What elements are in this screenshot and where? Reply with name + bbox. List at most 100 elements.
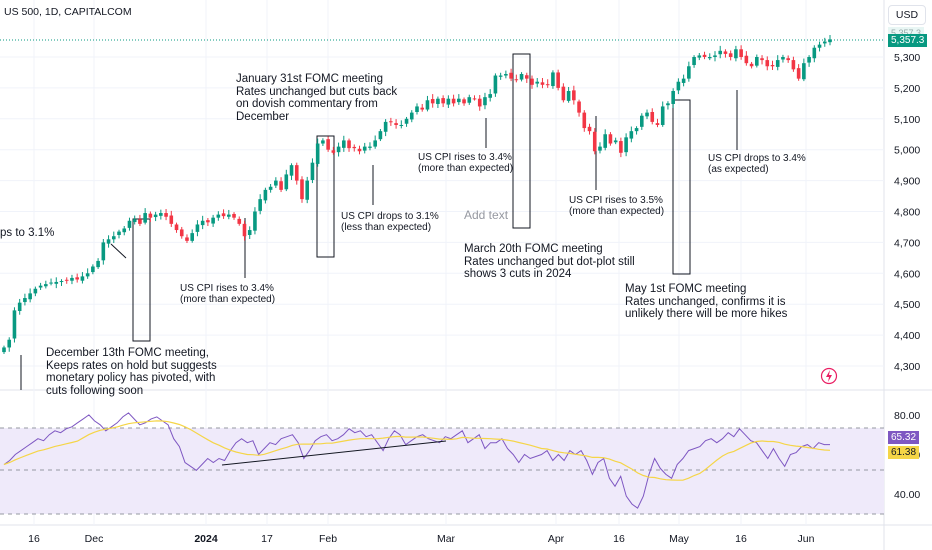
time-tick-label: Dec [85, 533, 104, 545]
candle-body [242, 223, 247, 237]
candle-body [755, 57, 759, 66]
candle-body [127, 220, 132, 228]
candle-body [101, 242, 106, 261]
price-tick-label: 4,600 [894, 268, 920, 280]
annotation-dec13[interactable]: December 13th FOMC meeting, Keeps rates … [46, 347, 217, 397]
time-tick-label: May [669, 533, 690, 545]
candle-body [232, 213, 236, 218]
candle-body [169, 215, 174, 224]
candle-body [619, 141, 623, 153]
add-text-placeholder[interactable]: Add text [464, 208, 509, 222]
candle-body [713, 55, 717, 57]
candle-body [279, 181, 283, 190]
candle-body [749, 63, 754, 67]
candle-body [660, 106, 665, 125]
annotation-cpi-feb[interactable]: US CPI drops to 3.1% (less than expected… [341, 211, 439, 233]
candle-body [598, 146, 602, 151]
candle-body [315, 143, 320, 164]
annotation-jan31[interactable]: January 31st FOMC meeting Rates unchange… [236, 73, 398, 123]
candle-body [221, 213, 226, 217]
candle-body [587, 126, 592, 132]
price-tick-label: 4,900 [894, 176, 920, 188]
candle-body [718, 50, 723, 55]
candle-body [561, 86, 566, 101]
price-tick-label: 5,200 [894, 83, 920, 95]
candle-body [195, 224, 200, 232]
candle-body [566, 90, 571, 101]
symbol-title: US 500, 1D, CAPITALCOM [4, 6, 132, 18]
candle-body [556, 72, 560, 88]
candle-body [331, 150, 336, 153]
candle-body [509, 72, 513, 79]
candle-body [91, 266, 95, 273]
last-price-tag: 5,357.3 [888, 34, 928, 47]
candle-body [33, 288, 38, 294]
candle-body [676, 81, 681, 91]
annotation-cpi-dec[interactable]: US CPI rises to 3.4% (more than expected… [180, 283, 276, 305]
candle-body [263, 189, 268, 201]
candle-body [734, 49, 738, 59]
candle-body [462, 99, 466, 104]
candle-body [75, 277, 79, 280]
candle-body [645, 112, 649, 117]
candle-body [148, 213, 153, 218]
time-tick-label: Mar [437, 533, 456, 545]
candle-body [226, 214, 231, 217]
candle-body [336, 146, 341, 153]
candle-body [723, 51, 728, 54]
candle-body [535, 81, 540, 84]
candle-body [326, 139, 330, 150]
candle-body [483, 97, 487, 106]
candle-body [362, 146, 367, 151]
candle-body [211, 217, 215, 224]
candle-body [781, 57, 785, 60]
price-tick-label: 4,300 [894, 361, 920, 373]
candle-body [54, 281, 59, 284]
candle-body [524, 75, 529, 79]
candle-body [817, 44, 822, 48]
candle-body [383, 121, 388, 132]
annotation-cpi-left[interactable]: ps to 3.1% [0, 227, 55, 239]
rsi-ma-line [3, 420, 831, 481]
price-tick-label: 4,500 [894, 299, 920, 311]
rsi-pane [0, 412, 884, 515]
candle-body [38, 285, 43, 288]
lightning-icon[interactable] [820, 367, 838, 385]
candle-body [639, 115, 644, 127]
annotation-may1[interactable]: May 1st FOMC meeting Rates unchanged, co… [625, 283, 788, 320]
candle-body [28, 293, 32, 300]
annotation-cpi-apr[interactable]: US CPI rises to 3.5% (more than expected… [569, 195, 665, 217]
fomc-boxes [20, 53, 738, 390]
candle-body [514, 79, 519, 81]
price-tick-label: 4,400 [894, 330, 920, 342]
candle-body [572, 90, 576, 101]
candle-body [44, 284, 48, 287]
candle-body [274, 180, 278, 186]
fomc-box [132, 218, 151, 342]
annotation-cpi-may[interactable]: US CPI drops to 3.4% (as expected) [708, 153, 806, 175]
candle-body [687, 66, 691, 79]
annotation-cpi-mar[interactable]: US CPI rises to 3.4% (more than expected… [418, 152, 514, 174]
candle-body [822, 41, 827, 44]
candle-body [760, 58, 764, 61]
annotation-mar20[interactable]: March 20th FOMC meeting Rates unchanged … [464, 243, 635, 280]
candle-body [85, 273, 90, 277]
candle-body [179, 229, 184, 237]
rsi-tick-label: 40.00 [894, 489, 920, 501]
fomc-box [672, 99, 691, 275]
candle-body [305, 180, 310, 200]
candle-body [430, 99, 435, 104]
rsi-trendline [221, 440, 447, 466]
currency-button[interactable]: USD [888, 5, 926, 25]
candle-body [49, 282, 53, 284]
candle-body [655, 123, 660, 125]
candle-body [373, 140, 377, 147]
candle-body [247, 230, 252, 235]
candle-body [342, 140, 346, 148]
time-tick-label: Apr [548, 533, 565, 545]
candle-body [17, 302, 22, 311]
candle-body [828, 39, 832, 43]
candle-body [634, 128, 639, 132]
candle-body [498, 75, 503, 77]
